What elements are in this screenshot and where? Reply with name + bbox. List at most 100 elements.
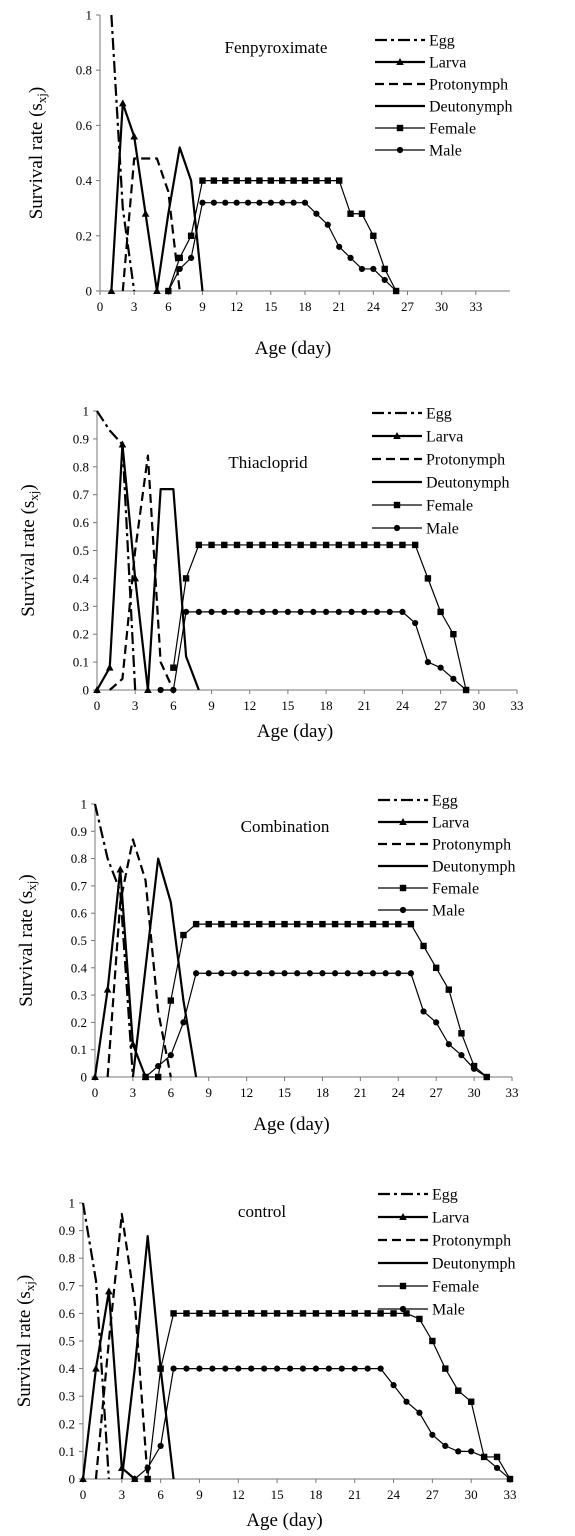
legend-label-male: Male — [429, 143, 462, 160]
data-point-female — [157, 1365, 164, 1372]
data-point-male — [301, 199, 309, 206]
data-point-male — [429, 1431, 436, 1438]
data-point-male — [268, 970, 276, 977]
data-point-female — [170, 1310, 177, 1317]
data-point-female — [458, 1030, 465, 1037]
data-point-male — [455, 1448, 462, 1455]
x-tick-label: 30 — [472, 698, 485, 713]
legend-item-deutonymph: Deutonymph — [378, 1256, 516, 1273]
series-larva — [93, 440, 152, 693]
x-tick-label: 3 — [131, 299, 138, 314]
data-point-male — [233, 199, 240, 206]
x-tick-label: 24 — [367, 299, 381, 314]
x-tick-label: 24 — [387, 1487, 401, 1502]
chart-panel-combination: 0 3 6 9 12 15 18 21 24 27 30 33 0 0.1 0.2 0.3 0.4 0.5 0.6 0… — [16, 793, 519, 1136]
data-point-female — [377, 1310, 384, 1317]
data-point-female — [183, 1310, 190, 1317]
data-point-male — [424, 659, 432, 666]
series-male — [142, 970, 490, 1081]
legend-item-protonymph: Protonymph — [372, 452, 505, 469]
legend-label-deutonymph: Deutonymph — [426, 475, 510, 492]
series-male — [157, 608, 470, 694]
data-point-male — [144, 1464, 151, 1472]
y-axis-label: Survival rate (sxj) — [14, 1275, 37, 1408]
legend-marker-larva — [393, 432, 401, 439]
x-tick-label: 0 — [80, 1487, 87, 1502]
legend-item-male: Male — [378, 1302, 465, 1319]
y-tick-label: 0.7 — [71, 878, 88, 893]
data-point-female — [344, 920, 351, 928]
x-tick-label: 18 — [299, 299, 312, 314]
data-point-female — [209, 1310, 216, 1317]
data-point-female — [199, 177, 206, 184]
data-point-male — [470, 1065, 478, 1072]
x-tick-label: 21 — [354, 1085, 367, 1100]
y-tick-label: 0.2 — [76, 228, 92, 243]
data-point-male — [170, 686, 177, 694]
data-point-male — [256, 199, 263, 206]
data-point-female — [299, 1310, 307, 1317]
y-tick-label: 0.5 — [59, 1334, 75, 1349]
data-point-female — [167, 997, 175, 1004]
series-deutonymph — [131, 857, 198, 1078]
data-point-female — [301, 177, 309, 184]
y-tick-label: 0.6 — [73, 515, 90, 530]
legend-item-egg: Egg — [378, 793, 458, 810]
data-point-male — [506, 1475, 514, 1483]
series-egg — [110, 14, 136, 292]
x-tick-label: 33 — [469, 299, 482, 314]
legend-label-deutonymph: Deutonymph — [432, 859, 516, 876]
data-point-female — [268, 920, 276, 928]
series-female — [170, 541, 470, 694]
y-tick-label: 1 — [86, 8, 93, 23]
y-axis-label: Survival rate (sxj) — [26, 87, 49, 220]
x-tick-label: 24 — [392, 1085, 406, 1100]
data-point-male — [407, 970, 415, 977]
data-point-male — [481, 1453, 488, 1461]
legend-marker-male — [399, 906, 407, 914]
series-line-egg — [110, 14, 136, 292]
data-point-female — [467, 1398, 475, 1405]
legend-label-protonymph: Protonymph — [426, 452, 505, 469]
data-point-female — [416, 1315, 423, 1323]
data-point-larva — [79, 1475, 87, 1482]
data-point-male — [493, 1464, 501, 1472]
x-tick-label: 21 — [333, 299, 346, 314]
data-point-female — [233, 541, 241, 549]
data-point-male — [208, 608, 215, 615]
data-point-male — [420, 1008, 427, 1015]
x-tick-label: 6 — [165, 299, 172, 314]
x-tick-label: 9 — [196, 1487, 203, 1502]
data-point-female — [233, 177, 240, 184]
legend-label-protonymph: Protonymph — [432, 1233, 511, 1250]
y-tick-label: 0.4 — [59, 1361, 76, 1376]
data-point-female — [370, 232, 377, 239]
legend: Egg Larva Protonymph Deutonymph Female Male — [372, 406, 510, 538]
data-point-male — [155, 1062, 162, 1070]
legend-item-larva: Larva — [375, 55, 466, 72]
x-tick-label: 33 — [511, 698, 524, 713]
data-point-female — [351, 1310, 358, 1317]
x-tick-label: 33 — [504, 1487, 517, 1502]
data-point-male — [445, 1041, 452, 1048]
data-point-female — [259, 541, 266, 549]
data-point-male — [382, 970, 389, 977]
legend-label-deutonymph: Deutonymph — [429, 99, 513, 116]
data-point-male — [377, 1365, 384, 1372]
data-point-female — [313, 177, 320, 184]
x-tick-label: 9 — [199, 299, 206, 314]
legend-marker-larva — [399, 818, 407, 825]
data-point-female — [437, 608, 444, 616]
x-axis-label: Age (day) — [255, 338, 332, 359]
data-point-male — [313, 210, 320, 217]
legend-label-egg: Egg — [426, 406, 452, 423]
data-point-female — [325, 1310, 333, 1317]
x-tick-label: 0 — [92, 1085, 99, 1100]
data-point-female — [357, 920, 364, 928]
data-point-male — [205, 970, 212, 977]
y-tick-label: 0.2 — [71, 1015, 87, 1030]
data-point-female — [358, 210, 366, 217]
data-point-male — [462, 686, 470, 694]
data-point-larva — [105, 663, 114, 671]
data-point-female — [335, 177, 343, 184]
